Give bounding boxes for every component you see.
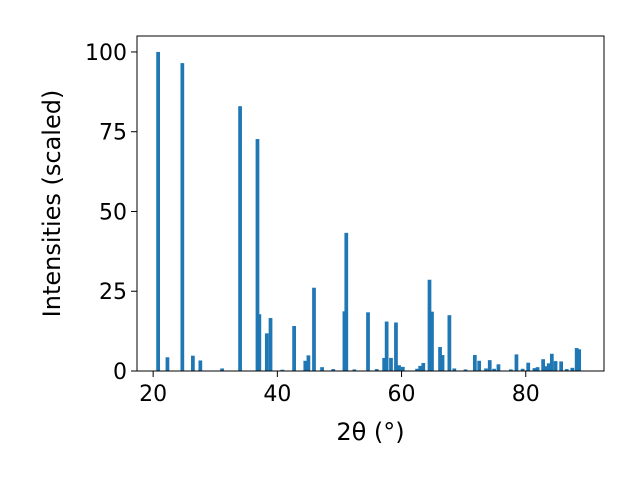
bar xyxy=(220,368,224,371)
bar xyxy=(508,369,513,371)
y-tick-label: 50 xyxy=(99,200,127,225)
bar xyxy=(344,232,349,371)
bar xyxy=(487,360,492,371)
x-axis: 20 40 60 80 xyxy=(139,371,540,407)
bar xyxy=(427,279,432,371)
bar xyxy=(438,347,442,371)
x-tick-label: 20 xyxy=(139,382,167,407)
bar xyxy=(430,311,434,371)
plot-frame xyxy=(136,35,605,372)
bar xyxy=(198,360,203,371)
bar xyxy=(484,368,488,371)
bar xyxy=(191,355,195,371)
bar xyxy=(440,355,445,371)
bar xyxy=(320,367,324,371)
bar xyxy=(374,369,379,371)
bar xyxy=(496,364,501,371)
y-tick-label: 25 xyxy=(99,280,127,305)
bar xyxy=(238,106,242,371)
bar xyxy=(382,357,387,371)
bar xyxy=(559,361,564,371)
bar xyxy=(280,369,285,371)
bar xyxy=(303,360,308,371)
y-tick-label: 0 xyxy=(113,360,127,385)
bar xyxy=(452,368,457,371)
bar xyxy=(342,311,347,371)
x-axis-label: 2θ (°) xyxy=(336,418,404,446)
bar xyxy=(389,357,393,371)
bar xyxy=(264,333,269,371)
bar xyxy=(156,51,160,371)
bar xyxy=(165,357,170,371)
bar xyxy=(520,368,525,371)
bar xyxy=(570,367,575,371)
bar xyxy=(180,63,185,372)
y-axis-label: Intensities (scaled) xyxy=(38,90,66,318)
x-tick-label: 40 xyxy=(263,382,291,407)
bar xyxy=(255,139,260,371)
bar xyxy=(541,359,546,371)
bar xyxy=(577,349,582,371)
bar xyxy=(535,367,540,371)
bars-group xyxy=(156,51,582,372)
bar xyxy=(400,366,405,371)
bar xyxy=(384,321,389,371)
bar xyxy=(331,369,336,371)
bar xyxy=(268,318,273,371)
bar xyxy=(549,353,554,371)
y-tick-label: 100 xyxy=(85,41,127,66)
bar xyxy=(477,360,482,371)
x-tick-label: 60 xyxy=(388,382,416,407)
bar xyxy=(306,355,311,371)
bar xyxy=(352,369,357,371)
bar xyxy=(312,287,316,371)
bar xyxy=(546,363,551,371)
bar xyxy=(526,362,531,371)
bar xyxy=(492,368,496,371)
bar xyxy=(553,361,558,371)
bar xyxy=(257,314,262,371)
bar xyxy=(463,369,468,371)
bar xyxy=(394,322,398,371)
bar xyxy=(532,368,537,371)
bar xyxy=(544,366,549,371)
x-tick-label: 80 xyxy=(512,382,540,407)
bar xyxy=(574,348,579,371)
y-axis: 0 25 50 75 100 xyxy=(85,41,137,385)
y-tick-label: 75 xyxy=(99,121,127,146)
bar xyxy=(447,315,452,371)
bar xyxy=(292,326,296,371)
bar xyxy=(421,363,426,371)
bar xyxy=(415,368,419,371)
bar xyxy=(514,354,519,371)
bar xyxy=(397,365,401,371)
bar xyxy=(472,355,477,371)
bar xyxy=(564,369,569,371)
bar xyxy=(418,365,423,371)
bar xyxy=(366,312,370,371)
